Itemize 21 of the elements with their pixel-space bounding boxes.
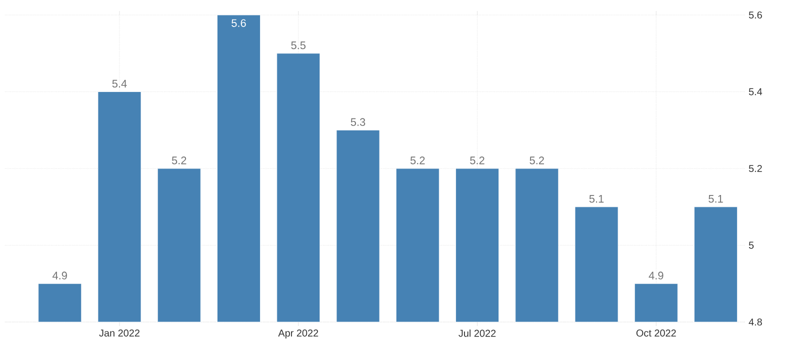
data-label: 5.1	[589, 195, 604, 203]
y-tick-label: 5.4	[748, 88, 762, 96]
data-label: 5.3	[350, 118, 366, 126]
data-label: 5.2	[530, 156, 544, 164]
data-label: 4.9	[648, 272, 664, 280]
y-tick-label: 5	[748, 242, 754, 249]
data-label: 5.5	[291, 42, 306, 50]
x-tick-label: Oct 2022	[636, 330, 676, 337]
x-tick-label: Apr 2022	[278, 330, 318, 339]
data-label: 4.9	[52, 272, 67, 280]
x-tick-label: Jan 2022	[99, 330, 140, 337]
data-label: 5.2	[470, 156, 484, 164]
data-label: 5.2	[410, 156, 425, 164]
data-label: 5.6	[232, 19, 246, 27]
y-tick-label: 4.8	[748, 318, 762, 326]
x-tick-label: Jul 2022	[458, 330, 496, 337]
y-tick-label: 5.6	[748, 11, 762, 19]
data-label: 5.2	[172, 156, 186, 164]
data-label: 5.4	[112, 80, 127, 88]
data-label: 5.1	[708, 195, 723, 203]
y-tick-label: 5.2	[748, 164, 762, 172]
